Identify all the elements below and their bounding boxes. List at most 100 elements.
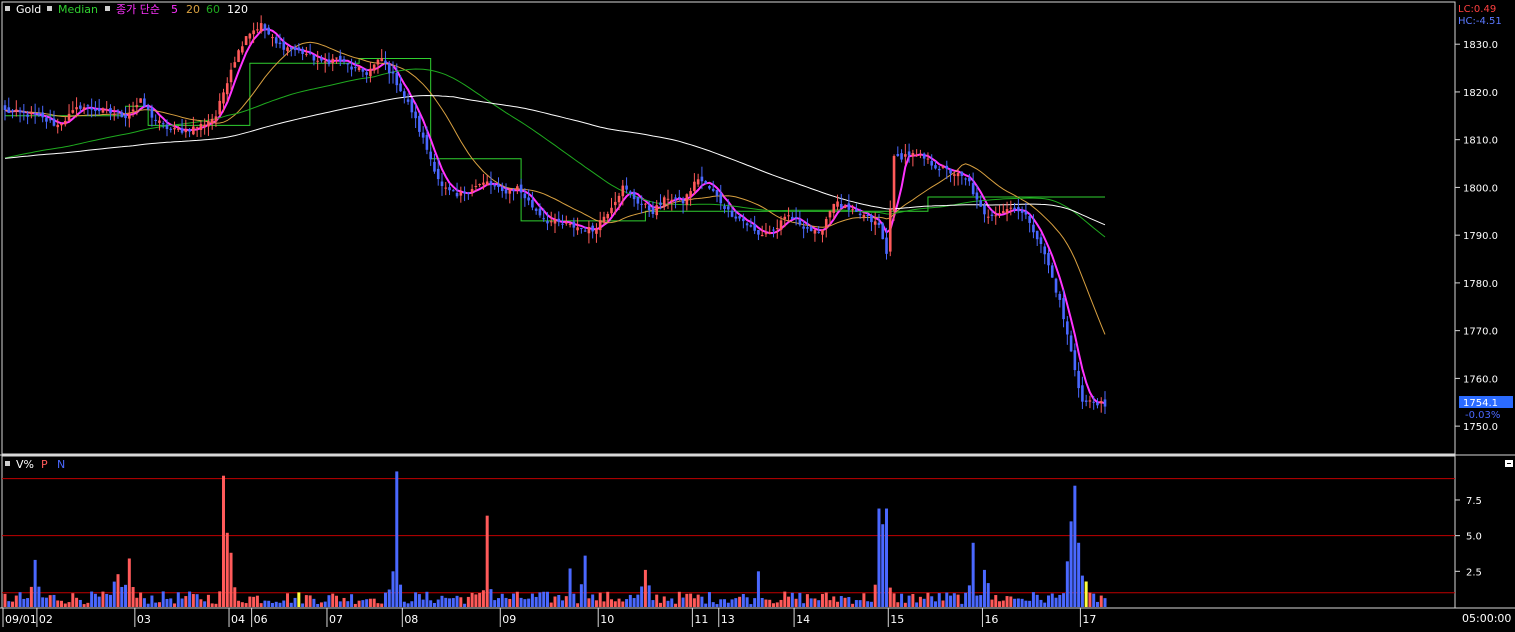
- volume-bar: [828, 600, 832, 607]
- candle-body: [293, 47, 297, 51]
- volume-bar: [395, 471, 399, 607]
- volume-bar: [1028, 600, 1032, 607]
- legend-negative[interactable]: N: [57, 458, 65, 471]
- candle-body: [237, 50, 240, 62]
- volume-bar: [542, 591, 546, 607]
- candle-body: [941, 166, 945, 168]
- candle-body: [922, 153, 926, 159]
- candle-body: [866, 215, 869, 217]
- candle-body: [372, 64, 376, 71]
- volume-bar: [730, 599, 734, 607]
- candle-body: [222, 92, 225, 104]
- candle-body: [256, 29, 259, 31]
- candle-body: [1043, 246, 1047, 255]
- candle-body: [636, 196, 640, 204]
- candle-body: [998, 212, 1001, 215]
- volume-bar: [255, 595, 259, 607]
- volume-bar: [1009, 596, 1013, 607]
- candle-body: [926, 158, 930, 160]
- x-tick-label: 13: [721, 613, 735, 626]
- volume-bar: [368, 598, 372, 607]
- volume-bar: [478, 592, 482, 607]
- candle-body: [418, 115, 421, 132]
- volume-bar: [926, 592, 930, 607]
- volume-bar: [244, 603, 248, 607]
- candle-body: [644, 203, 647, 205]
- volume-bar: [674, 603, 678, 607]
- volume-bar: [655, 594, 659, 607]
- volume-bar: [576, 603, 580, 607]
- candle-body: [305, 53, 308, 55]
- legend-ma5[interactable]: 5: [171, 3, 178, 16]
- volume-bar: [568, 568, 572, 607]
- candle-body: [715, 189, 719, 196]
- volume-bar: [312, 598, 316, 607]
- volume-bar: [316, 603, 320, 607]
- candle-body: [772, 229, 775, 231]
- candle-body: [26, 114, 29, 117]
- price-panel[interactable]: [1, 1, 1456, 455]
- volume-bar: [738, 596, 742, 607]
- volume-bar: [346, 601, 350, 607]
- volume-bar: [613, 601, 617, 607]
- candle-body: [271, 37, 274, 39]
- candle-body: [56, 124, 60, 128]
- legend-median[interactable]: Median: [58, 3, 98, 16]
- legend-gold[interactable]: Gold: [16, 3, 41, 16]
- volume-bar: [429, 600, 433, 607]
- volume-bar: [900, 593, 904, 607]
- candle-body: [753, 224, 756, 231]
- volume-bar: [689, 593, 693, 607]
- candle-body: [617, 195, 621, 203]
- volume-bar: [824, 592, 828, 607]
- volume-bar: [903, 602, 907, 607]
- volume-bar: [952, 593, 956, 607]
- volume-tick-label: 2.5: [1466, 567, 1482, 578]
- volume-bar: [930, 596, 934, 607]
- candle-body: [1099, 401, 1103, 404]
- candle-body: [565, 222, 568, 224]
- volume-bar: [512, 593, 516, 607]
- volume-bar: [858, 600, 862, 607]
- candle-body: [124, 114, 127, 119]
- candle-body: [143, 98, 146, 107]
- volume-bar: [794, 598, 798, 607]
- candle-body: [500, 186, 504, 191]
- candle-body: [301, 48, 304, 54]
- candle-body: [640, 203, 643, 205]
- volume-bar: [1103, 598, 1107, 607]
- legend-volume-percent[interactable]: V%: [16, 458, 34, 471]
- volume-bar: [839, 596, 843, 607]
- volume-bar: [787, 596, 791, 607]
- volume-bar: [1099, 595, 1103, 607]
- legend-close-simple[interactable]: 종가 단순: [116, 3, 160, 16]
- legend-ma120[interactable]: 120: [227, 3, 248, 16]
- candle-body: [806, 227, 809, 229]
- candle-body: [602, 216, 606, 223]
- volume-bar: [176, 592, 180, 607]
- candle-body: [696, 179, 700, 185]
- volume-bar: [308, 595, 312, 607]
- legend-positive[interactable]: P: [41, 458, 48, 471]
- volume-bar: [56, 600, 60, 607]
- volume-bar: [998, 601, 1002, 607]
- candle-body: [900, 153, 903, 160]
- legend-marker-icon: [5, 6, 10, 11]
- volume-panel[interactable]: [1, 455, 1456, 609]
- volume-bar: [380, 603, 384, 607]
- legend-ma60[interactable]: 60: [206, 3, 220, 16]
- legend-ma20[interactable]: 20: [186, 3, 200, 16]
- volume-bar: [286, 593, 290, 607]
- candle-body: [911, 153, 915, 157]
- volume-bar: [779, 599, 783, 607]
- volume-bar: [451, 598, 455, 607]
- volume-legend[interactable]: V% P N: [5, 458, 65, 471]
- candle-body: [625, 185, 628, 190]
- volume-bar: [885, 508, 889, 607]
- candle-body: [888, 209, 892, 252]
- price-legend[interactable]: Gold Median 종가 단순 5 20 60 120: [5, 3, 248, 16]
- volume-bar: [892, 593, 896, 607]
- candle-body: [406, 99, 410, 102]
- candle-body: [1001, 211, 1005, 214]
- volume-bar: [131, 587, 135, 607]
